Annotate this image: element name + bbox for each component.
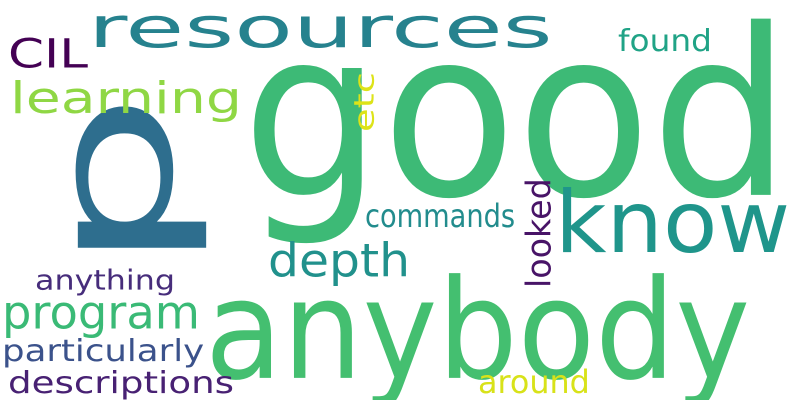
word-commands: commands: [365, 197, 516, 235]
word-good: good: [242, 0, 791, 251]
word-cil: CIL: [8, 30, 89, 78]
word-looked: looked: [518, 178, 559, 288]
word-etc: etc: [347, 72, 381, 132]
word-learning: learning: [10, 72, 242, 124]
word-anybody: anybody: [205, 249, 751, 400]
word-found: found: [618, 23, 712, 59]
word-know: know: [555, 172, 791, 273]
word-depth: depth: [268, 233, 411, 288]
word-descriptions: descriptions: [8, 365, 235, 400]
word-anything: anything: [35, 263, 176, 297]
word-resources: resources: [88, 0, 553, 61]
word-program: program: [2, 285, 200, 340]
word-particularly: particularly: [2, 333, 205, 369]
word-around: around: [478, 363, 590, 400]
